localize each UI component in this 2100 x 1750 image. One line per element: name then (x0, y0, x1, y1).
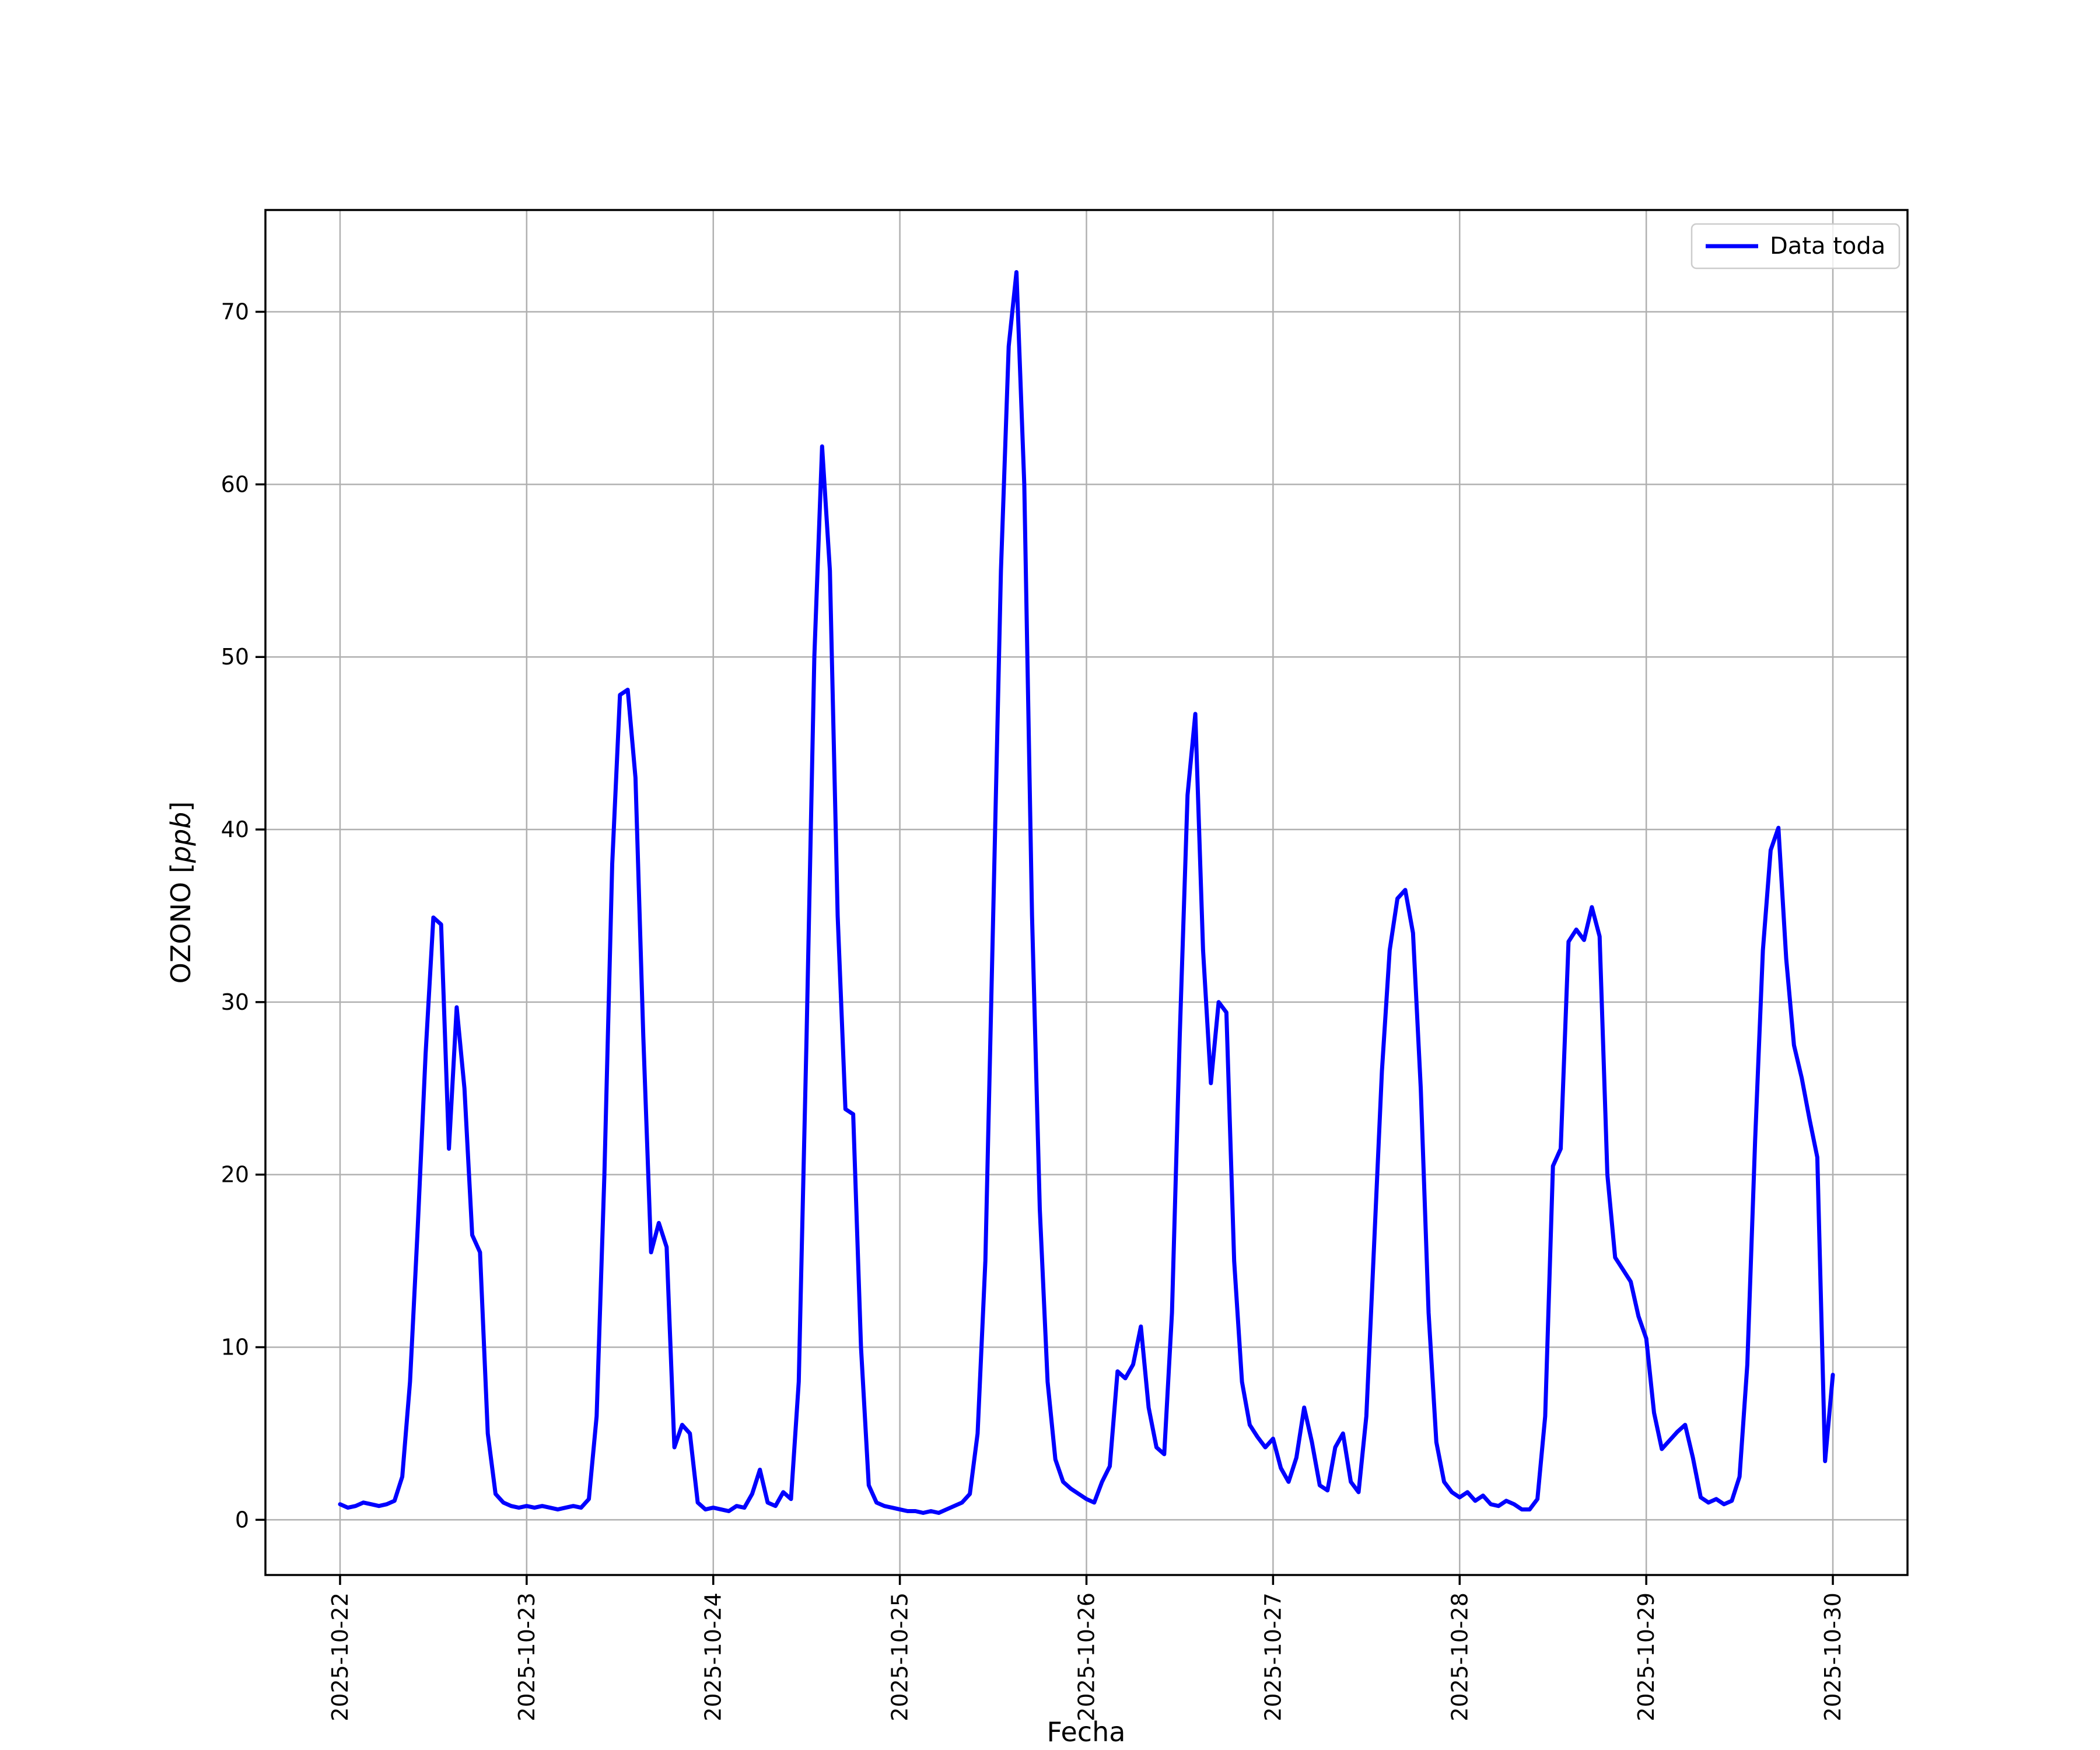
axis-ticks (256, 310, 1834, 1585)
x-tick-label: 2025-10-27 (1260, 1592, 1286, 1721)
gridlines (265, 210, 1908, 1575)
x-axis-label: Fecha (1047, 1716, 1126, 1748)
y-axis-label-suffix: ] (165, 802, 197, 812)
y-tick-label: 70 (221, 299, 249, 325)
y-tick-label: 30 (221, 989, 249, 1015)
x-tick-label: 2025-10-24 (701, 1592, 726, 1721)
x-tick-label: 2025-10-30 (1820, 1592, 1846, 1721)
y-tick-label: 10 (221, 1335, 249, 1360)
x-tick-label: 2025-10-29 (1633, 1592, 1659, 1721)
x-tick-label: 2025-10-25 (887, 1592, 913, 1721)
y-axis-label-units: ppb (165, 812, 197, 864)
legend: Data toda (1690, 223, 1901, 270)
y-tick-label: 60 (221, 471, 249, 497)
y-tick-label: 20 (221, 1162, 249, 1188)
x-tick-label: 2025-10-23 (514, 1592, 540, 1721)
y-tick-label: 50 (221, 644, 249, 670)
x-tick-label: 2025-10-26 (1074, 1592, 1100, 1721)
data-series (338, 270, 1835, 1515)
x-tick-label: 2025-10-28 (1447, 1592, 1472, 1721)
y-tick-label: 0 (235, 1507, 249, 1532)
y-axis-label-prefix: OZONO [ (165, 863, 197, 984)
legend-label: Data toda (1770, 233, 1885, 260)
tick-labels: 2025-10-22 2025-10-23 2025-10-24 2025-10-25… (221, 299, 1846, 1721)
y-tick-label: 40 (221, 817, 249, 842)
y-axis-label: OZONO [ppb] (165, 802, 197, 984)
legend-box (1690, 223, 1901, 270)
x-tick-label: 2025-10-22 (327, 1592, 353, 1721)
data-line-data-toda (338, 270, 1835, 1515)
